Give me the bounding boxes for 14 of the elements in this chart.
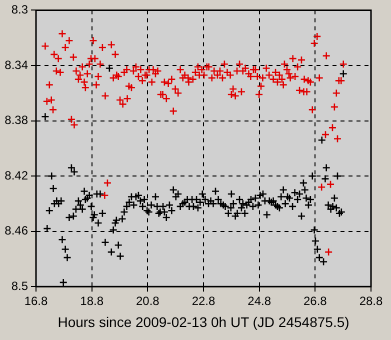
x-tick-label: 18.8 [80,294,104,308]
x-tick-label: 24.8 [248,294,272,308]
y-tick-label: 8.3 [11,2,28,17]
y-tick-label: 8.5 [11,278,28,293]
x-tick-label: 28.8 [359,294,383,308]
x-axis-title: Hours since 2009-02-13 0h UT (JD 2454875.5) [56,314,350,330]
y-tick-label: 8.38 [4,113,28,128]
x-tick-label: 26.8 [303,294,328,308]
x-tick-label: 22.8 [192,294,216,308]
y-tick-label: 8.42 [4,168,28,182]
y-tick-label: 8.46 [4,224,28,238]
y-tick-label: 8.34 [4,58,28,72]
x-tick-label: 20.8 [136,294,160,308]
x-tick-label: 16.8 [24,294,48,308]
